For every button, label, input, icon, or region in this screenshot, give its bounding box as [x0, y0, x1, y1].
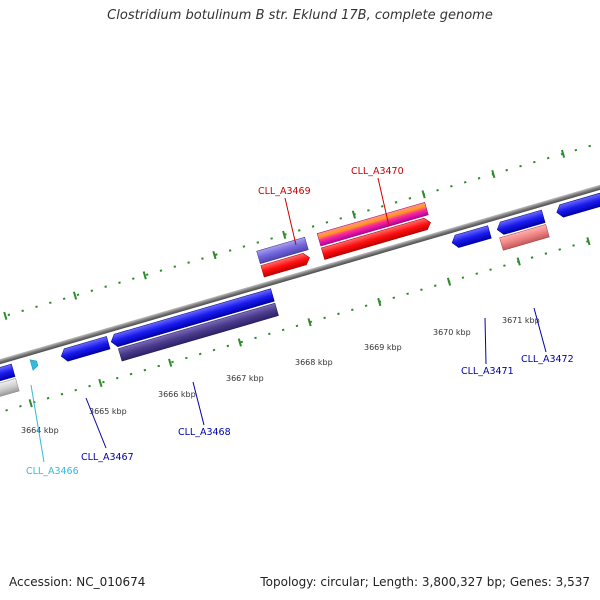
gene-CLL_A3471[interactable] — [450, 225, 492, 249]
gene-label-CLL_A3470[interactable]: CLL_A3470 — [351, 166, 404, 177]
outer-major-tick — [142, 271, 147, 280]
gene-label-CLL_A3469[interactable]: CLL_A3469 — [258, 186, 311, 197]
gene-CLL_A3467[interactable] — [59, 336, 111, 362]
inner-ticks — [28, 237, 591, 408]
outer-major-tick — [3, 311, 8, 320]
outer-major-tick — [351, 210, 356, 219]
leader-CLL_A3470 — [377, 177, 390, 227]
leader-CLL_A3466 — [30, 384, 45, 463]
scale-label-3665: 3665 kbp — [89, 407, 127, 416]
genome-backbone — [0, 162, 600, 391]
outer-major-tick — [421, 190, 426, 199]
gene-CLL_A3470-outer[interactable] — [316, 202, 429, 247]
scale-label-3664: 3664 kbp — [21, 426, 59, 435]
scale-label-3670: 3670 kbp — [433, 328, 471, 337]
gene-label-CLL_A3467[interactable]: CLL_A3467 — [81, 452, 134, 463]
gene-CLL_A3468-upper[interactable] — [109, 288, 275, 348]
accession-text: Accession: NC_010674 — [9, 575, 146, 589]
gene-CLL_A3473[interactable] — [555, 187, 600, 219]
gene-CLL_A3472-upper[interactable] — [495, 209, 546, 236]
scale-label-3669: 3669 kbp — [364, 343, 402, 352]
leader-CLL_A3471 — [484, 317, 487, 365]
outer-major-tick — [282, 230, 287, 239]
leader-CLL_A3468 — [192, 381, 205, 426]
scale-label-3666: 3666 kbp — [158, 390, 196, 399]
outer-major-tick — [560, 149, 566, 158]
inner-major-tick — [28, 399, 33, 408]
outer-major-tick — [212, 250, 217, 260]
inner-major-tick — [446, 277, 452, 286]
outer-major-tick — [72, 291, 78, 300]
gene-CLL_A3466[interactable] — [29, 358, 39, 371]
scale-label-3668: 3668 kbp — [295, 358, 333, 367]
gene-CLL_A3468-lower[interactable] — [118, 302, 279, 362]
gene-label-CLL_A3468[interactable]: CLL_A3468 — [178, 427, 231, 438]
gene-partial-left[interactable] — [0, 363, 16, 390]
inner-major-tick — [168, 358, 173, 367]
gene-label-CLL_A3466[interactable]: CLL_A3466 — [26, 466, 79, 477]
inner-major-tick — [98, 378, 103, 388]
leader-CLL_A3472 — [533, 307, 547, 353]
gene-CLL_A3469-inner[interactable] — [260, 252, 311, 278]
gene-CLL_A3470-inner[interactable] — [321, 217, 432, 260]
map-title: Clostridium botulinum B str. Eklund 17B,… — [107, 8, 493, 23]
outer-major-tick — [491, 169, 496, 179]
inner-major-tick — [516, 257, 521, 266]
gene-label-CLL_A3471[interactable]: CLL_A3471 — [461, 366, 514, 377]
inner-major-tick — [586, 237, 591, 246]
gene-label-CLL_A3472[interactable]: CLL_A3472 — [521, 354, 574, 365]
outer-ticks — [3, 149, 566, 320]
scale-label-3671: 3671 kbp — [502, 316, 540, 325]
leader-CLL_A3467 — [85, 397, 107, 449]
scale-label-3667: 3667 kbp — [226, 374, 264, 383]
gene-CLL_A3472-lower[interactable] — [499, 224, 550, 251]
leader-CLL_A3469 — [284, 197, 297, 246]
inner-major-tick — [307, 318, 312, 327]
inner-major-tick — [377, 297, 382, 307]
gene-grey-left[interactable] — [0, 378, 20, 404]
inner-major-tick — [237, 338, 242, 347]
topology-summary: Topology: circular; Length: 3,800,327 bp… — [260, 575, 590, 589]
